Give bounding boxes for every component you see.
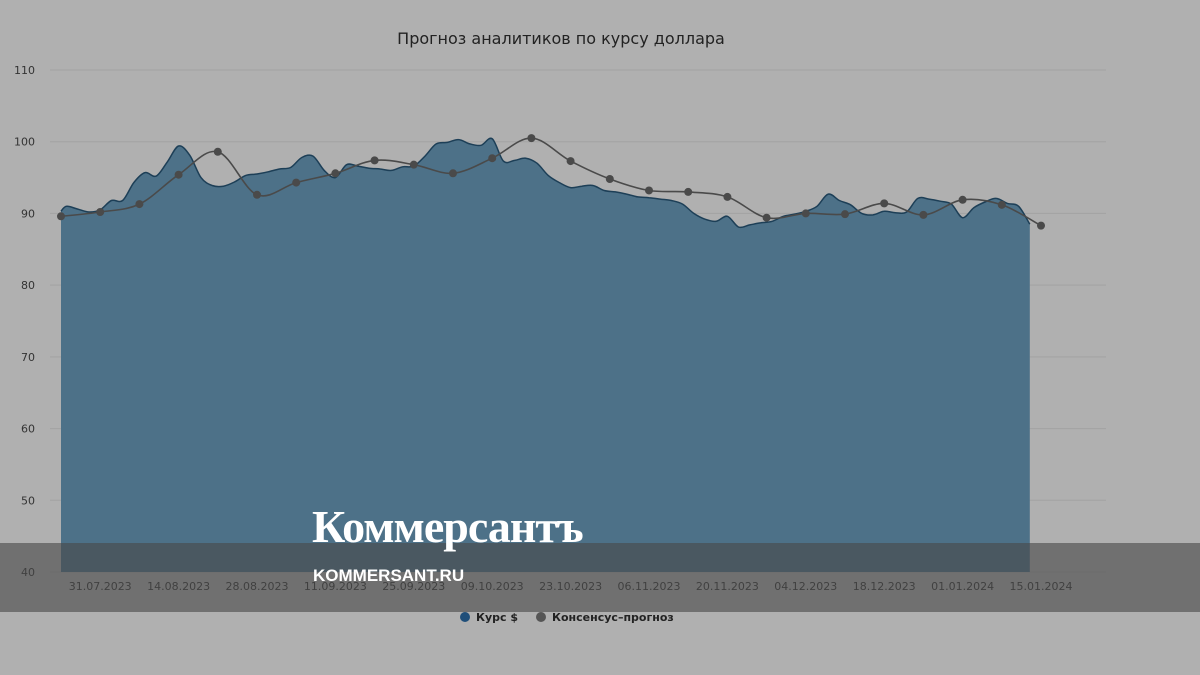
consensus-point	[57, 212, 65, 221]
consensus-point	[841, 210, 849, 219]
y-tick-label: 60	[21, 423, 35, 436]
consensus-point	[958, 195, 967, 204]
consensus-point	[880, 199, 889, 208]
consensus-point	[645, 186, 653, 195]
usd-rate-area	[60, 137, 1031, 573]
consensus-point	[449, 169, 457, 178]
consensus-point	[135, 200, 144, 209]
kommersant-logo: Коммерсантъ	[312, 501, 584, 552]
consensus-point	[919, 210, 928, 219]
consensus-point	[96, 207, 105, 216]
consensus-point	[292, 178, 301, 187]
consensus-point	[801, 209, 810, 218]
legend-label-consensus: Консенсус–прогноз	[552, 611, 674, 624]
chart-title: Прогноз аналитиков по курсу доллара	[397, 29, 725, 48]
consensus-point	[488, 154, 497, 163]
legend-marker-usd-rate	[460, 612, 470, 622]
consensus-point	[762, 213, 771, 222]
kommersant-url: KOMMERSANT.RU	[313, 566, 465, 585]
consensus-point	[527, 134, 536, 143]
consensus-point	[605, 175, 614, 184]
consensus-point	[566, 157, 575, 166]
y-tick-label: 100	[14, 136, 35, 149]
y-tick-label: 110	[14, 64, 35, 77]
usd-rate-area-fill	[61, 138, 1030, 573]
consensus-point	[997, 200, 1006, 209]
consensus-point	[213, 147, 222, 156]
consensus-line-path	[60, 137, 1042, 227]
legend-marker-consensus	[536, 612, 546, 622]
y-tick-label: 70	[21, 351, 35, 364]
consensus-point	[684, 187, 693, 196]
y-tick-label: 80	[21, 279, 35, 292]
usd-rate-line	[60, 137, 1031, 229]
legend-item-consensus[interactable]: Консенсус–прогноз	[536, 611, 674, 624]
consensus-point	[253, 190, 261, 199]
consensus-point	[331, 169, 340, 178]
watermark-band	[0, 543, 1200, 612]
consensus-point	[1037, 221, 1045, 230]
legend[interactable]: Курс $ Консенсус–прогноз	[460, 611, 674, 624]
consensus-point	[174, 170, 183, 179]
y-tick-label: 90	[21, 207, 35, 220]
consensus-point	[723, 192, 732, 201]
y-axis-ticks: 110100908070605040	[14, 64, 35, 579]
legend-item-usd-rate[interactable]: Курс $	[460, 611, 518, 624]
consensus-point	[370, 156, 379, 165]
legend-label-usd-rate: Курс $	[476, 611, 518, 624]
consensus-point	[409, 160, 418, 169]
consensus-line	[57, 134, 1045, 230]
y-tick-label: 50	[21, 494, 35, 507]
